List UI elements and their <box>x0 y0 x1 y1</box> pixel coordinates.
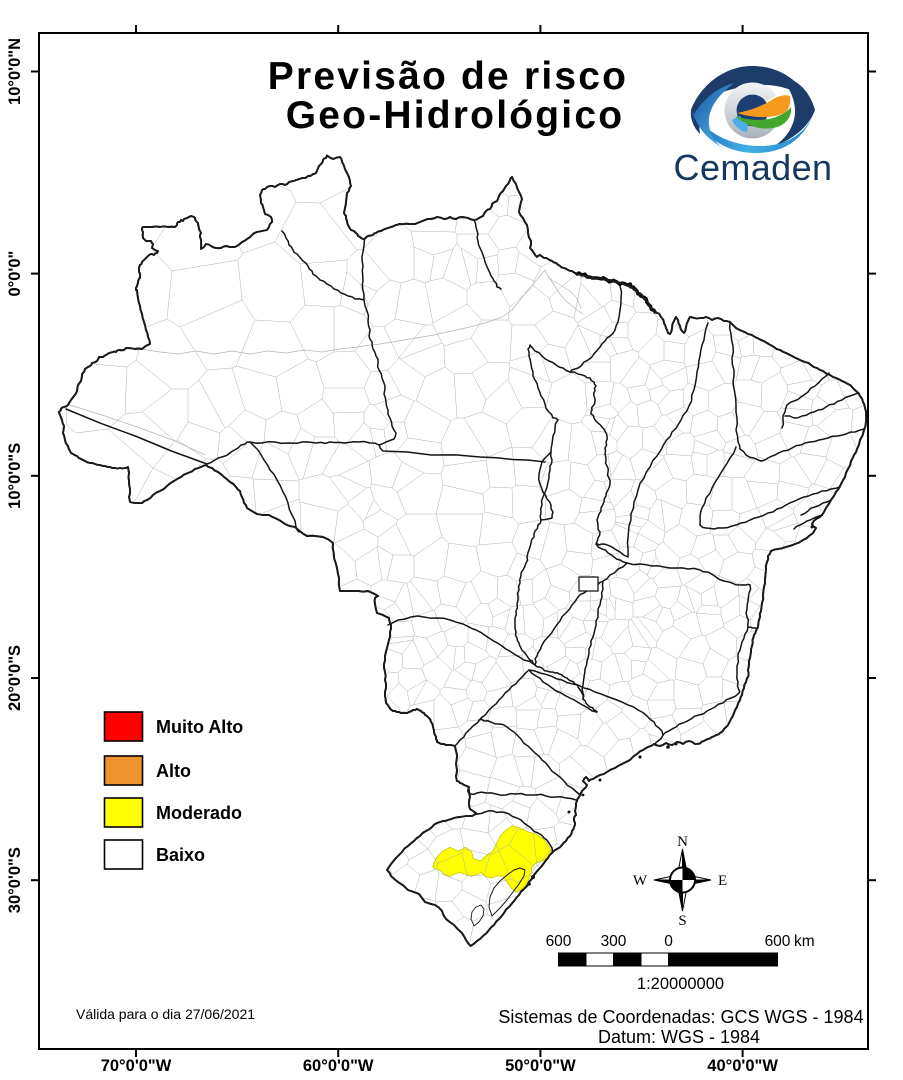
svg-text:W: W <box>633 873 648 889</box>
svg-text:Muito Alto: Muito Alto <box>156 717 243 737</box>
svg-text:50°0'0"W: 50°0'0"W <box>505 1057 576 1075</box>
svg-text:E: E <box>718 873 727 889</box>
svg-text:Alto: Alto <box>156 761 191 781</box>
svg-text:Geo-Hidrológico: Geo-Hidrológico <box>286 94 625 137</box>
svg-text:600: 600 <box>546 933 572 950</box>
svg-text:S: S <box>678 913 686 929</box>
svg-text:km: km <box>794 933 815 950</box>
svg-text:30°0'0"S: 30°0'0"S <box>6 847 24 913</box>
svg-text:300: 300 <box>601 933 627 950</box>
svg-text:70°0'0"W: 70°0'0"W <box>101 1057 172 1075</box>
svg-text:600: 600 <box>765 933 791 950</box>
svg-text:Sistemas de Coordenadas: GCS W: Sistemas de Coordenadas: GCS WGS - 1984 <box>498 1007 863 1027</box>
svg-text:Válida para o dia 27/06/2021: Válida para o dia 27/06/2021 <box>76 1006 255 1022</box>
svg-text:N: N <box>677 834 688 850</box>
svg-text:10°0'0"N: 10°0'0"N <box>6 38 24 105</box>
svg-text:Moderado: Moderado <box>156 803 242 823</box>
svg-text:60°0'0"W: 60°0'0"W <box>303 1057 374 1075</box>
svg-text:40°0'0"W: 40°0'0"W <box>707 1057 778 1075</box>
svg-text:Baixo: Baixo <box>156 845 205 865</box>
svg-text:Previsão de risco: Previsão de risco <box>268 55 628 98</box>
svg-text:10°0'0"S: 10°0'0"S <box>6 443 24 509</box>
svg-text:0: 0 <box>664 933 673 950</box>
svg-text:1:20000000: 1:20000000 <box>637 975 724 993</box>
svg-text:20°0'0"S: 20°0'0"S <box>6 645 24 711</box>
svg-text:Cemaden: Cemaden <box>674 147 833 188</box>
svg-text:0°0'0": 0°0'0" <box>6 251 24 297</box>
svg-text:Datum: WGS - 1984: Datum: WGS - 1984 <box>598 1027 760 1047</box>
